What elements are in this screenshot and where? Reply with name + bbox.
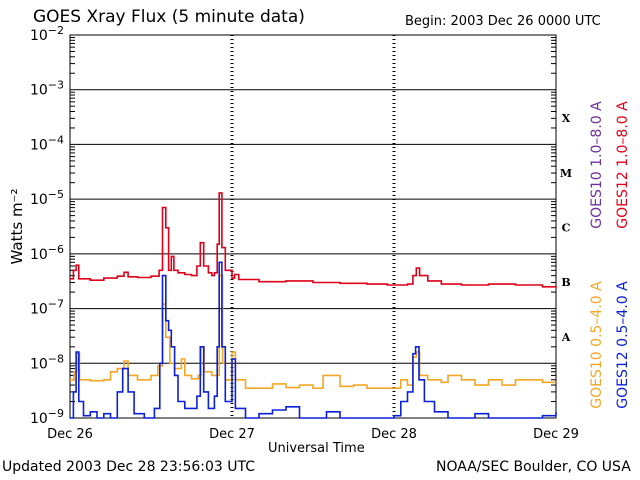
y-tick-label: 10−3 [30,79,64,99]
flare-class-x: X [562,112,571,125]
updated-timestamp: Updated 2003 Dec 28 23:56:03 UTC [2,459,256,475]
x-tick-label: Dec 27 [209,427,255,442]
series-line-2 [70,274,556,389]
x-tick-label: Dec 29 [533,427,579,442]
x-axis-title: Universal Time [268,441,365,456]
legend-entry-1: GOES12 1.0–8.0 A [615,101,631,229]
y-tick-label: 10−7 [30,298,64,318]
flare-class-b: B [561,276,570,289]
y-tick-label: 10−2 [30,24,64,44]
credit-text: NOAA/SEC Boulder, CO USA [436,459,631,475]
x-tick-label: Dec 28 [371,427,417,442]
y-tick-label: 10−4 [30,133,64,153]
legend-entry-2: GOES10 0.5–4.0 A [589,281,605,409]
y-axis-title: Watts m⁻² [8,189,26,265]
flare-class-c: C [562,222,571,235]
legend-entry-3: GOES12 0.5–4.0 A [615,281,631,409]
begin-timestamp: Begin: 2003 Dec 26 0000 UTC [405,14,601,29]
flare-class-m: M [560,167,572,180]
plot-frame [69,34,557,419]
y-tick-label: 10−6 [30,243,64,263]
flare-class-a: A [561,331,571,344]
y-tick-label: 10−8 [30,352,64,372]
x-tick-label: Dec 26 [47,427,93,442]
y-tick-label: 10−9 [30,407,64,427]
chart-title: GOES Xray Flux (5 minute data) [33,7,305,27]
y-tick-label: 10−5 [30,188,64,208]
legend-entry-0: GOES10 1.0–8.0 A [589,101,605,229]
series-line-3 [70,261,557,419]
series-line-1 [70,192,557,288]
